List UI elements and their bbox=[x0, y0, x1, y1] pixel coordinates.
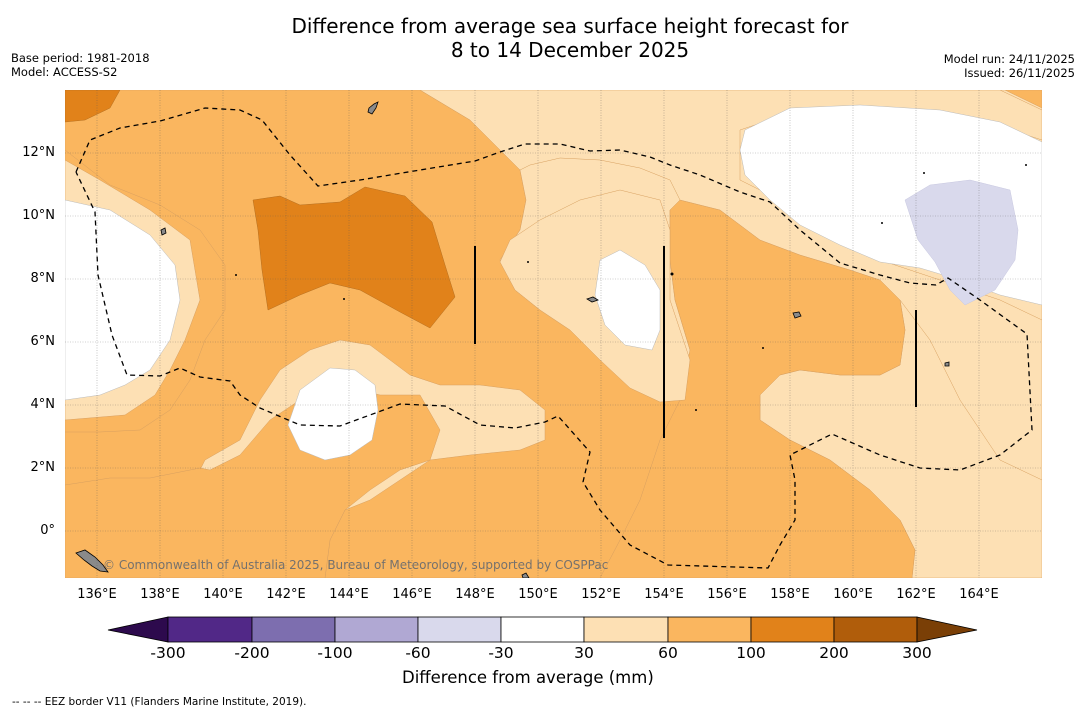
colorbar-segment-7 bbox=[667, 616, 752, 643]
island-new-guinea bbox=[75, 549, 109, 573]
model-run: Model run: 24/11/2025 bbox=[943, 52, 1075, 66]
colorbar bbox=[107, 616, 978, 643]
island-manus bbox=[521, 572, 530, 578]
lat-label-8n: 8°N bbox=[30, 271, 56, 286]
colorbar-segment-5 bbox=[500, 616, 585, 643]
base-period: Base period: 1981-2018 bbox=[11, 51, 150, 65]
island-dot-8 bbox=[695, 409, 697, 411]
boundary-lines bbox=[474, 246, 917, 438]
colorbar-tick-neg30: -30 bbox=[488, 644, 514, 662]
colorbar-tick-100: 100 bbox=[736, 644, 766, 662]
island-dot-7 bbox=[527, 261, 529, 263]
island-palau bbox=[160, 227, 167, 236]
colorbar-above-max bbox=[916, 616, 978, 643]
lon-label-156: 156°E bbox=[707, 587, 747, 602]
lon-label-158: 158°E bbox=[770, 587, 810, 602]
band-100-200-northwest bbox=[252, 186, 456, 329]
band-100-200-corner bbox=[65, 90, 121, 123]
issued-date: Issued: 26/11/2025 bbox=[964, 66, 1075, 80]
colorbar-segment-4 bbox=[417, 616, 502, 643]
meta-left: Base period: 1981-2018 Model: ACCESS-S2 bbox=[11, 51, 150, 79]
colorbar-tick-60: 60 bbox=[658, 644, 678, 662]
lat-label-2n: 2°N bbox=[30, 460, 56, 475]
gridlines bbox=[65, 90, 1042, 578]
lat-label-4n: 4°N bbox=[30, 397, 56, 412]
lon-label-162: 162°E bbox=[896, 587, 936, 602]
island-chuuk bbox=[586, 296, 599, 303]
island-guam bbox=[367, 101, 379, 115]
model-name: Model: ACCESS-S2 bbox=[11, 65, 118, 79]
colorbar-segment-2 bbox=[251, 616, 336, 643]
colorbar-label: Difference from average (mm) bbox=[402, 668, 654, 687]
colorbar-tick-neg100: -100 bbox=[317, 644, 353, 662]
colorbar-segment-6 bbox=[583, 616, 669, 643]
eez-palau-fsm bbox=[75, 107, 1033, 569]
lon-label-138: 138°E bbox=[140, 587, 180, 602]
title-line-2: 8 to 14 December 2025 bbox=[450, 38, 690, 62]
colorbar-segment-3 bbox=[334, 616, 419, 643]
island-pohnpei bbox=[792, 311, 802, 319]
lat-label-0: 0° bbox=[40, 523, 55, 538]
band-white-west bbox=[65, 199, 181, 401]
band-60-100-corner bbox=[1004, 90, 1042, 109]
lon-label-150: 150°E bbox=[518, 587, 558, 602]
lat-label-6n: 6°N bbox=[30, 334, 56, 349]
map-title: Difference from average sea surface heig… bbox=[0, 14, 1085, 62]
colorbar-tick-neg60: -60 bbox=[405, 644, 431, 662]
band-white-center-top bbox=[594, 249, 661, 351]
colorbar-tick-neg300: -300 bbox=[150, 644, 186, 662]
lon-label-136: 136°E bbox=[77, 587, 117, 602]
island-kosrae bbox=[944, 361, 950, 367]
island-dot-2 bbox=[923, 172, 925, 174]
lon-label-160: 160°E bbox=[833, 587, 873, 602]
lon-label-144: 144°E bbox=[329, 587, 369, 602]
eez-borders bbox=[75, 107, 1033, 569]
lat-label-12n: 12°N bbox=[22, 145, 55, 160]
island-dot-9 bbox=[762, 347, 764, 349]
lon-label-142: 142°E bbox=[266, 587, 306, 602]
colorbar-tick-200: 200 bbox=[819, 644, 849, 662]
island-dot-1 bbox=[670, 272, 674, 276]
colorbar-segment-8 bbox=[750, 616, 835, 643]
colorbar-below-min bbox=[107, 616, 169, 643]
lon-label-148: 148°E bbox=[455, 587, 495, 602]
lon-label-154: 154°E bbox=[644, 587, 684, 602]
lon-label-152: 152°E bbox=[581, 587, 621, 602]
lon-label-164: 164°E bbox=[959, 587, 999, 602]
island-dot-3 bbox=[1025, 164, 1027, 166]
lat-label-10n: 10°N bbox=[22, 208, 55, 223]
colorbar-segment-1 bbox=[167, 616, 253, 643]
band-white-center-left bbox=[287, 367, 379, 461]
colorbar-tick-300: 300 bbox=[902, 644, 932, 662]
meta-right: Model run: 24/11/2025 Issued: 26/11/2025 bbox=[944, 52, 1075, 80]
lon-label-146: 146°E bbox=[392, 587, 432, 602]
title-line-1: Difference from average sea surface heig… bbox=[291, 14, 849, 38]
island-dot-5 bbox=[235, 274, 237, 276]
colorbar-tick-30: 30 bbox=[574, 644, 594, 662]
band-30-60-center bbox=[499, 189, 691, 403]
band-neg30-neg60-northeast bbox=[904, 179, 1019, 306]
colorbar-segment-9 bbox=[833, 616, 918, 643]
copyright-credit: © Commonwealth of Australia 2025, Bureau… bbox=[103, 558, 609, 572]
contour-layers bbox=[65, 90, 1042, 578]
colorbar-tick-neg200: -200 bbox=[234, 644, 270, 662]
island-dot-4 bbox=[881, 222, 883, 224]
lon-label-140: 140°E bbox=[203, 587, 243, 602]
island-dot-6 bbox=[343, 298, 345, 300]
eez-footnote: -- -- -- EEZ border V11 (Flanders Marine… bbox=[12, 696, 307, 708]
